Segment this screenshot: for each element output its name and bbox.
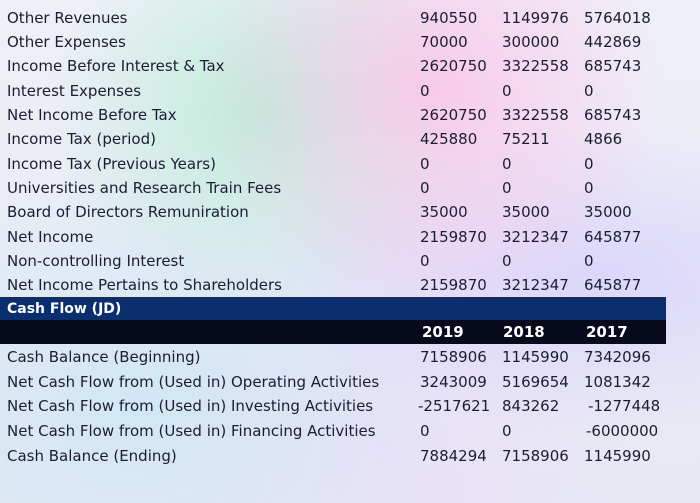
value-col-1: 2620750 (420, 106, 487, 124)
value-col-3: 0 (584, 179, 594, 197)
year-col-2: 2018 (503, 323, 545, 341)
row-label: Net Cash Flow from (Used in) Investing A… (7, 397, 374, 415)
value-col-3: 4866 (584, 130, 623, 148)
value-col-3: 645877 (584, 228, 642, 246)
row-label: Net Income (7, 228, 94, 246)
value-col-2: 35000 (502, 203, 550, 221)
value-col-2: 1145990 (502, 348, 569, 366)
table-row: Non-controlling Interest 0 0 0 (0, 249, 700, 273)
value-col-2: 0 (502, 422, 512, 440)
year-header-row: 2019 2018 2017 (0, 320, 666, 344)
value-col-3: 0 (584, 252, 594, 270)
cash-flow-header: Cash Flow (JD) (0, 297, 666, 321)
cash-flow-title: Cash Flow (JD) (7, 301, 122, 317)
row-label: Net Income Pertains to Shareholders (7, 276, 282, 294)
table-row: Net Cash Flow from (Used in) Investing A… (0, 394, 700, 418)
table-row: Income Tax (Previous Years) 0 0 0 (0, 152, 700, 176)
row-label: Income Before Interest & Tax (7, 57, 225, 75)
value-col-3: 645877 (584, 276, 642, 294)
table-row: Net Cash Flow from (Used in) Financing A… (0, 419, 700, 443)
section-divider (0, 297, 666, 298)
row-label: Cash Balance (Ending) (7, 447, 177, 465)
value-col-2: 3212347 (502, 276, 569, 294)
value-col-1: 0 (420, 252, 430, 270)
year-col-3: 2017 (586, 323, 628, 341)
value-col-2: 3322558 (502, 106, 569, 124)
value-col-3: 1145990 (584, 447, 651, 465)
value-col-2: 0 (502, 179, 512, 197)
value-col-1: 2620750 (420, 57, 487, 75)
value-col-3: 0 (584, 155, 594, 173)
value-col-2: 1149976 (502, 9, 569, 27)
value-col-1: 425880 (420, 130, 478, 148)
table-row: Net Income 2159870 3212347 645877 (0, 225, 700, 249)
row-label: Universities and Research Train Fees (7, 179, 282, 197)
value-col-1: 0 (420, 155, 430, 173)
row-label: Income Tax (period) (7, 130, 156, 148)
value-col-1: 2159870 (420, 276, 487, 294)
value-col-1: 0 (420, 179, 430, 197)
value-col-2: 300000 (502, 33, 560, 51)
year-col-1: 2019 (422, 323, 464, 341)
row-label: Net Cash Flow from (Used in) Financing A… (7, 422, 376, 440)
value-col-2: 5169654 (502, 373, 569, 391)
value-col-3: 685743 (584, 57, 642, 75)
value-col-1: 940550 (420, 9, 478, 27)
value-col-3: 685743 (584, 106, 642, 124)
table-row: Interest Expenses 0 0 0 (0, 79, 700, 103)
value-col-1: 35000 (420, 203, 468, 221)
value-col-3: 0 (584, 82, 594, 100)
value-col-3: -1277448 (588, 397, 661, 415)
table-row: Net Cash Flow from (Used in) Operating A… (0, 370, 700, 394)
value-col-1: 7884294 (420, 447, 487, 465)
value-col-1: -2517621 (418, 397, 491, 415)
row-label: Net Cash Flow from (Used in) Operating A… (7, 373, 380, 391)
value-col-2: 7158906 (502, 447, 569, 465)
value-col-3: 442869 (584, 33, 642, 51)
value-col-1: 3243009 (420, 373, 487, 391)
table-row: Cash Balance (Beginning) 7158906 1145990… (0, 345, 700, 369)
row-label: Net Income Before Tax (7, 106, 177, 124)
value-col-2: 75211 (502, 130, 550, 148)
value-col-3: 35000 (584, 203, 632, 221)
table-row: Net Income Pertains to Shareholders 2159… (0, 273, 700, 297)
row-label: Other Expenses (7, 33, 126, 51)
value-col-2: 0 (502, 82, 512, 100)
table-row: Income Before Interest & Tax 2620750 332… (0, 54, 700, 78)
value-col-1: 70000 (420, 33, 468, 51)
value-col-1: 7158906 (420, 348, 487, 366)
value-col-2: 0 (502, 155, 512, 173)
value-col-2: 0 (502, 252, 512, 270)
row-label: Interest Expenses (7, 82, 142, 100)
table-row: Other Expenses 70000 300000 442869 (0, 30, 700, 54)
row-label: Non-controlling Interest (7, 252, 185, 270)
table-row: Net Income Before Tax 2620750 3322558 68… (0, 103, 700, 127)
value-col-3: 5764018 (584, 9, 651, 27)
value-col-3: 1081342 (584, 373, 651, 391)
value-col-1: 0 (420, 82, 430, 100)
page-bottom-margin (0, 478, 700, 503)
value-col-2: 843262 (502, 397, 560, 415)
value-col-3: 7342096 (584, 348, 651, 366)
value-col-1: 0 (420, 422, 430, 440)
table-row: Cash Balance (Ending) 7884294 7158906 11… (0, 444, 700, 468)
table-row: Income Tax (period) 425880 75211 4866 (0, 127, 700, 151)
value-col-3: -6000000 (586, 422, 659, 440)
table-row: Board of Directors Remuniration 35000 35… (0, 200, 700, 224)
table-row: Other Revenues 940550 1149976 5764018 (0, 6, 700, 30)
row-label: Board of Directors Remuniration (7, 203, 249, 221)
table-row: Universities and Research Train Fees 0 0… (0, 176, 700, 200)
row-label: Cash Balance (Beginning) (7, 348, 201, 366)
row-label: Income Tax (Previous Years) (7, 155, 216, 173)
value-col-2: 3322558 (502, 57, 569, 75)
row-label: Other Revenues (7, 9, 128, 27)
value-col-1: 2159870 (420, 228, 487, 246)
value-col-2: 3212347 (502, 228, 569, 246)
